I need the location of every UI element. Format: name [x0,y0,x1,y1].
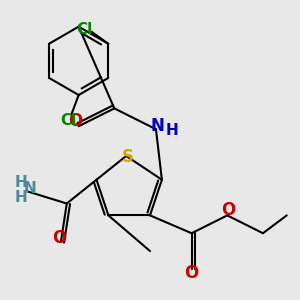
Text: H: H [14,175,27,190]
Text: H: H [14,190,27,205]
Text: H: H [166,123,179,138]
Text: Cl: Cl [77,22,93,37]
Text: O: O [221,201,235,219]
Text: N: N [23,181,36,196]
Text: Cl: Cl [60,113,76,128]
Text: O: O [52,229,67,247]
Text: O: O [184,264,199,282]
Text: N: N [151,117,164,135]
Text: O: O [69,112,83,130]
Text: S: S [122,148,134,166]
